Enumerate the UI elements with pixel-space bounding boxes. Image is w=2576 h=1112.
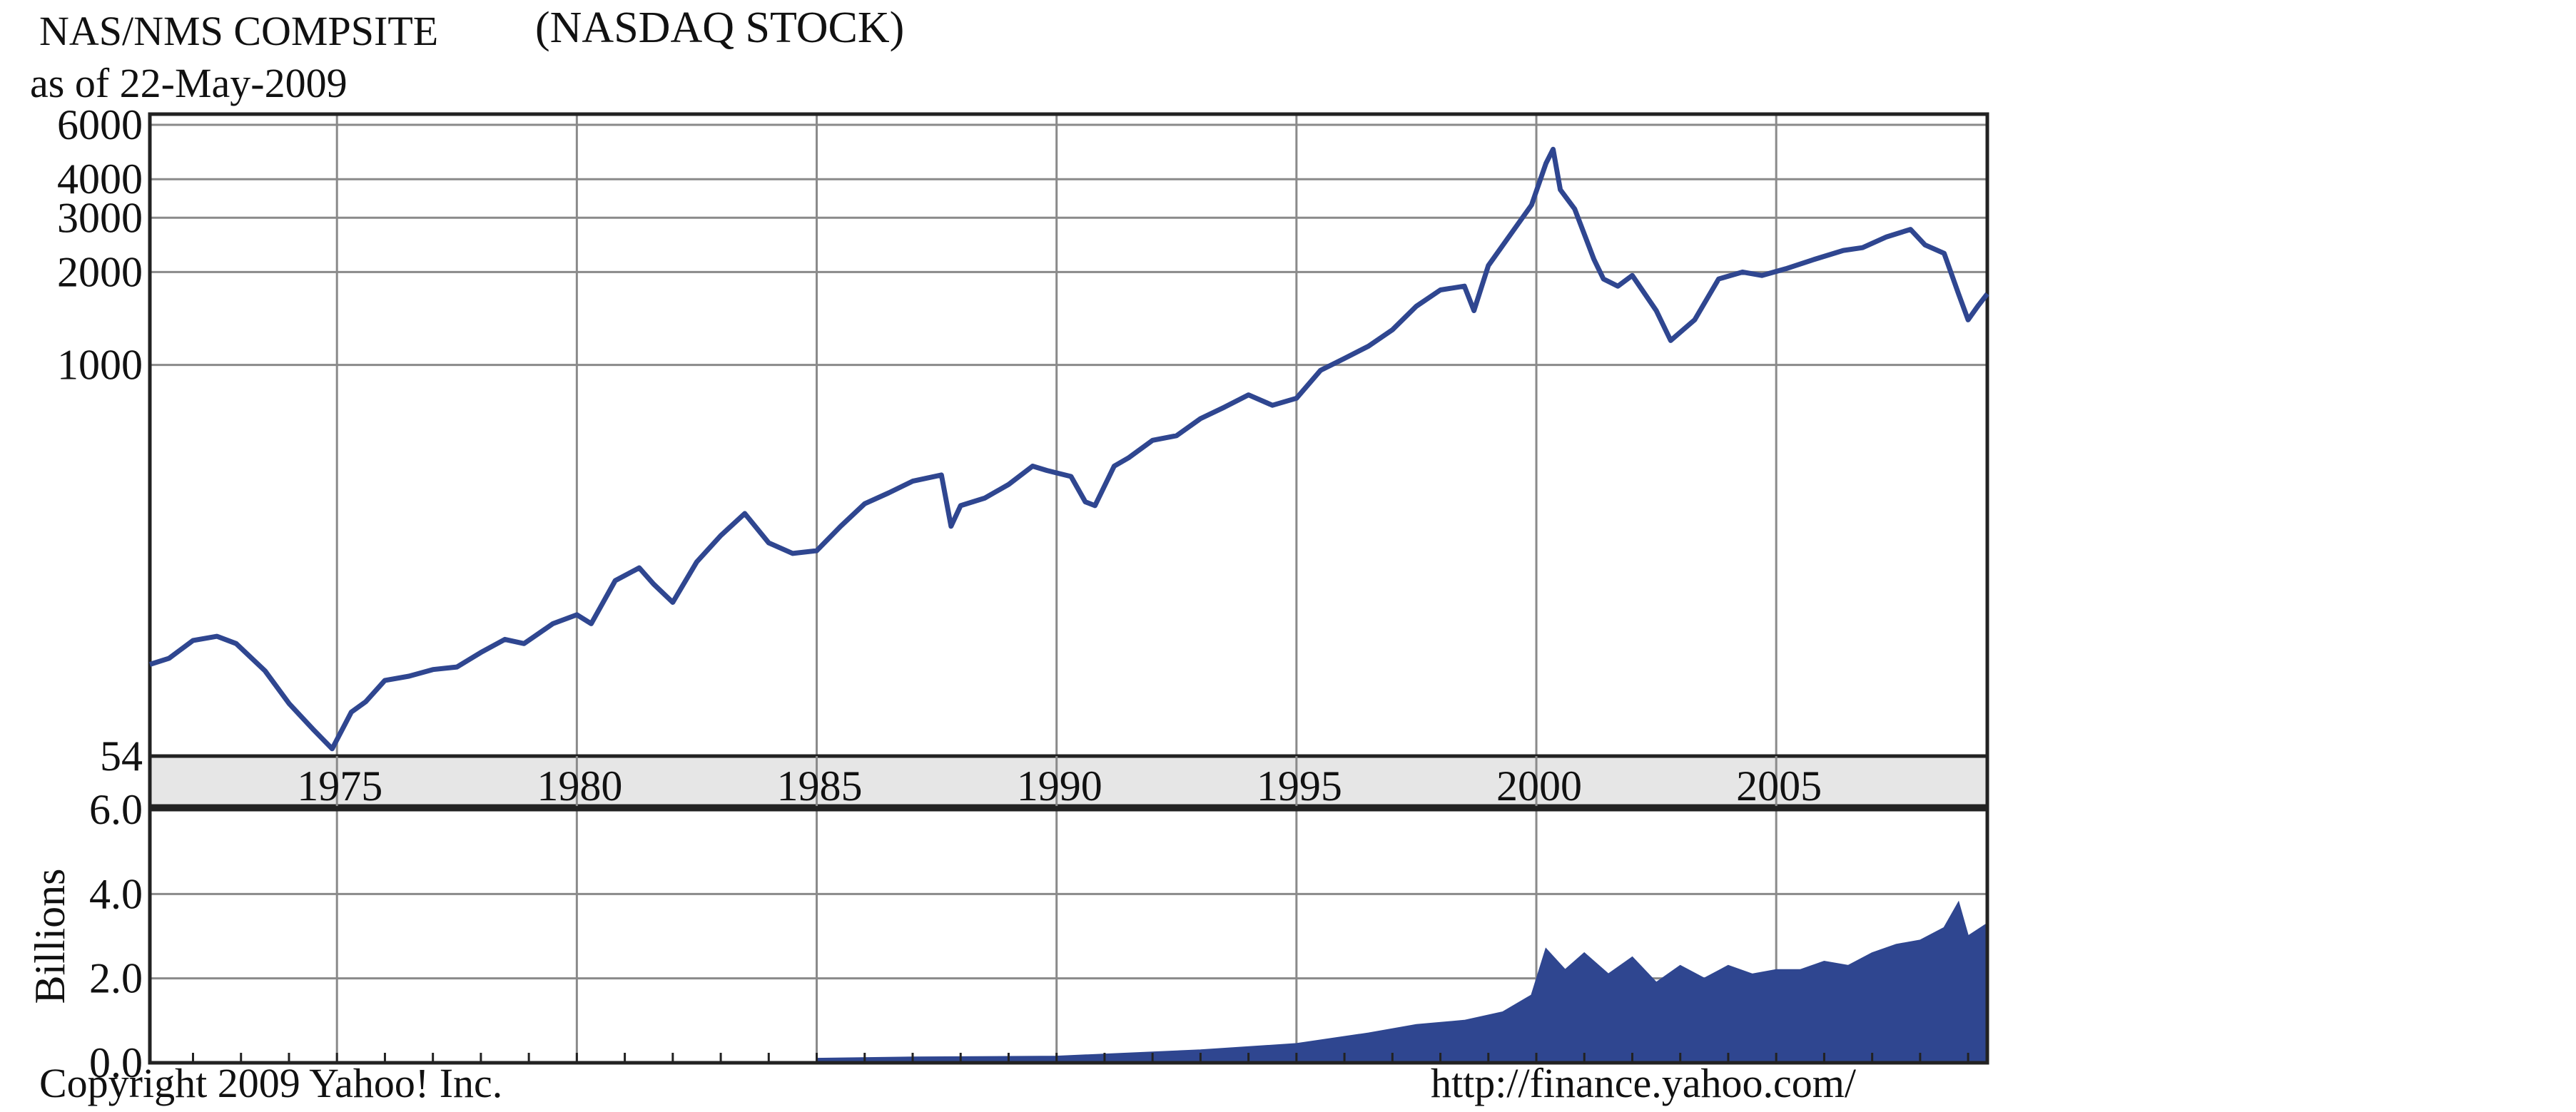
price-frame (148, 112, 1989, 758)
volume-y-tick-label-2.0: 2.0 (89, 955, 143, 1002)
y-tick-label-1000: 1000 (57, 342, 143, 389)
price-series-line (148, 146, 1989, 752)
x-tick-label-1980: 1980 (537, 762, 622, 810)
volume-frame (148, 807, 1989, 1065)
x-tick-label-2000: 2000 (1496, 762, 1582, 810)
x-tick-label-1990: 1990 (1017, 762, 1102, 810)
volume-series-area (816, 900, 1988, 1063)
volume-y-tick-label-0.0: 0.0 (89, 1039, 143, 1086)
y-tick-label-4000: 4000 (57, 155, 143, 203)
copyright-text: Copyright 2009 Yahoo! Inc. (39, 1060, 503, 1106)
x-axis-band-background (148, 754, 1989, 808)
x-tick-label-1985: 1985 (777, 762, 863, 810)
volume-axis-label: Billions (26, 868, 73, 1004)
volume-panel: 0.0 2.0 4.0 6.0 Billions (26, 786, 1989, 1086)
x-tick-label-2005: 2005 (1736, 762, 1822, 810)
y-tick-label-6000: 6000 (57, 101, 143, 148)
chart-title-secondary: (NASDAQ STOCK) (535, 4, 905, 52)
x-tick-label-1995: 1995 (1257, 762, 1342, 810)
chart-subtitle-date: as of 22-May-2009 (30, 60, 348, 106)
x-tick-label-1975: 1975 (297, 762, 382, 810)
x-axis-band: 1975 1980 1985 1990 1995 2000 2005 (148, 754, 1989, 810)
chart-title-main: NAS/NMS COMPSITE (39, 8, 439, 54)
source-url-text: http://finance.yahoo.com/ (1431, 1060, 1856, 1106)
y-tick-label-2000: 2000 (57, 248, 143, 295)
y-tick-label-54: 54 (100, 733, 143, 780)
volume-y-tick-label-6.0: 6.0 (89, 786, 143, 833)
y-tick-label-3000: 3000 (57, 194, 143, 241)
volume-y-tick-label-4.0: 4.0 (89, 870, 143, 917)
